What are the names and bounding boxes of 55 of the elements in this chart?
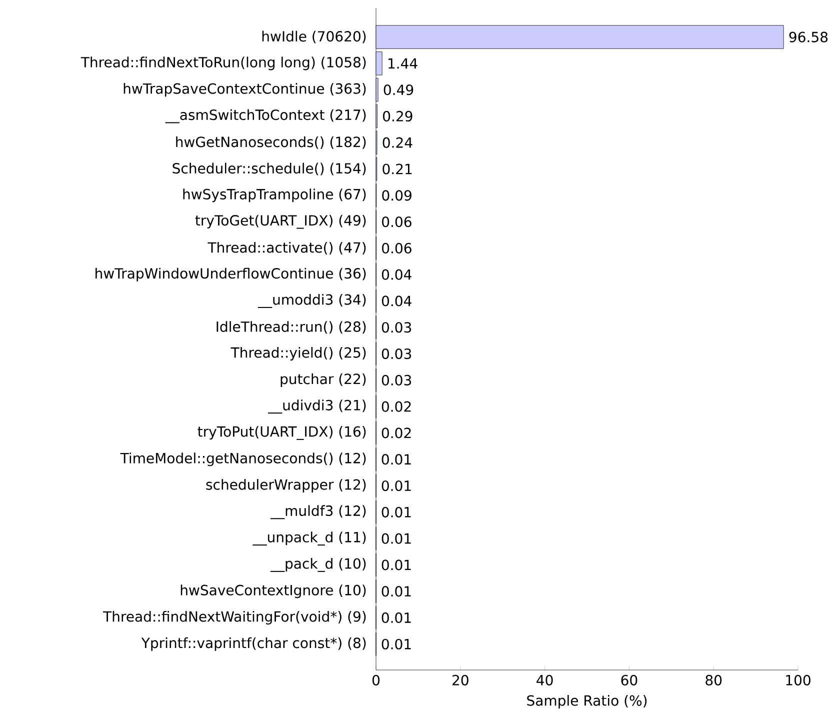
y-tick-label: hwGetNanoseconds() (182) [176, 136, 366, 149]
x-axis-title: Sample Ratio (%) [527, 694, 647, 709]
data-label: 0.03 [382, 348, 412, 360]
y-tick-label: putchar (22) [280, 373, 366, 387]
data-label: 0.02 [382, 401, 411, 412]
y-tick-label: Yprintf::vaprintf(char const*) (8) [141, 637, 366, 651]
data-label: 0.03 [382, 374, 412, 386]
data-label: 0.04 [382, 269, 412, 280]
data-label: 0.01 [382, 586, 411, 597]
y-tick-label: hwTrapWindowUnderflowContinue (36) [96, 268, 366, 282]
data-label: 0.06 [382, 242, 412, 254]
data-label: 0.02 [382, 428, 411, 438]
data-label: 1.44 [388, 58, 418, 69]
y-tick-label: __unpack_d (11) [252, 532, 366, 546]
data-label: 0.24 [382, 137, 412, 148]
y-tick-label: IdleThread::run() (28) [216, 321, 366, 334]
data-label: 0.21 [382, 164, 412, 174]
y-tick-label: Scheduler::schedule() (154) [172, 162, 366, 176]
data-label: 0.01 [382, 480, 411, 492]
y-tick-label: Thread::yield() (25) [230, 347, 366, 361]
x-tick-label: 40 [536, 674, 553, 686]
data-label: 0.09 [382, 190, 412, 201]
y-tick-label: __pack_d (10) [270, 558, 366, 572]
y-tick-label: tryToPut(UART_IDX) (16) [198, 426, 366, 440]
y-tick-label: __muldf3 (12) [270, 505, 366, 520]
x-tick-label: 60 [621, 674, 638, 686]
x-tick-label: 80 [706, 674, 722, 686]
data-label: 0.01 [382, 612, 411, 624]
y-tick-label: hwTrapSaveContextContinue (363) [124, 83, 366, 97]
data-label: 96.58 [789, 32, 828, 42]
y-tick-label: hwSysTrapTrampoline (67) [183, 188, 366, 202]
data-label: 0.49 [384, 84, 414, 96]
y-tick-label: TimeModel::getNanoseconds() (12) [120, 452, 366, 466]
y-tick-label: Thread::findNextWaitingFor(void*) (9) [102, 610, 366, 625]
y-tick-label: __umoddi3 (34) [258, 294, 366, 308]
data-label: 0.01 [382, 533, 411, 544]
y-tick-label: __asmSwitchToContext (217) [165, 109, 366, 124]
data-label: 0.04 [382, 296, 412, 306]
x-tick-label: 100 [786, 674, 810, 686]
y-tick-label: hwIdle (70620) [262, 30, 366, 44]
data-label: 0.01 [382, 638, 411, 650]
y-tick-label: Thread::findNextToRun(long long) (1058) [80, 56, 366, 70]
y-tick-label: hwSaveContextIgnore (10) [180, 584, 366, 598]
y-tick-label: schedulerWrapper (12) [206, 478, 366, 493]
data-label: 0.29 [383, 110, 412, 122]
data-label: 0.03 [382, 322, 412, 333]
x-tick-label: 20 [452, 674, 468, 686]
data-label: 0.01 [382, 454, 411, 465]
data-label: 0.01 [382, 560, 411, 570]
y-tick-label: Thread::activate() (47) [208, 242, 366, 254]
y-tick-label: tryToGet(UART_IDX) (49) [195, 214, 366, 229]
data-label: 0.01 [382, 506, 411, 518]
x-tick-label: 0 [372, 674, 380, 686]
data-label: 0.06 [382, 216, 412, 228]
y-tick-label: __udivdi3 (21) [268, 400, 366, 414]
